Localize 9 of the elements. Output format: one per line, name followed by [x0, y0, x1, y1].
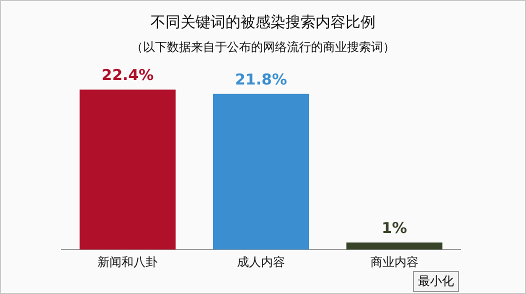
minimize-button: 最小化	[413, 271, 459, 292]
x-tick-label: 成人内容	[237, 254, 285, 269]
chart-title: 不同关键词的被感染搜索内容比例	[150, 13, 376, 32]
x-tick-label: 商业内容	[370, 254, 418, 269]
chart-subtitle: （以下数据来自于公布的网络流行的商业搜索词）	[130, 39, 396, 56]
x-tick-label: 新闻和八卦	[98, 254, 158, 269]
data-label: 21.8%	[234, 70, 288, 88]
data-label: 22.4%	[102, 66, 154, 84]
data-label: 1%	[382, 218, 408, 237]
